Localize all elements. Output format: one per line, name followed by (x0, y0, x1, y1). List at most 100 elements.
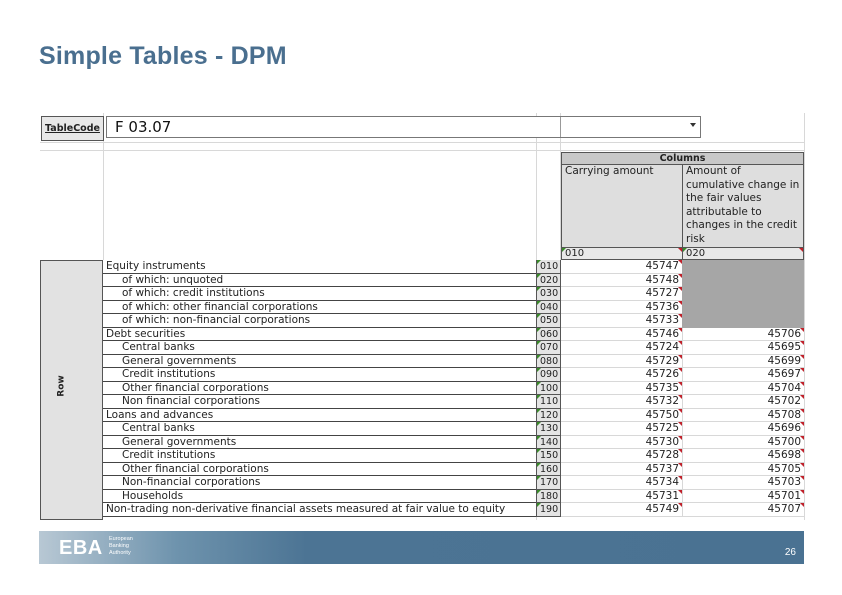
cell-cumulative-change[interactable]: 45705 (682, 462, 804, 476)
table-row: Central banks 070 45724 45695 (103, 341, 805, 355)
cell-cumulative-change[interactable]: 45700 (682, 435, 804, 449)
cell-not-applicable[interactable] (682, 300, 804, 314)
comment-marker-icon (678, 314, 682, 318)
row-label: of which: non-financial corporations (103, 314, 536, 328)
column-header-carrying-amount[interactable]: Carrying amount (561, 165, 683, 248)
spreadsheet-screenshot: TableCode F 03.07 Columns Carrying amoun… (40, 113, 805, 520)
footer-bar: EBA European Banking Authority 26 (39, 531, 804, 564)
cell-carrying-amount[interactable]: 45749 (561, 503, 683, 517)
row-code: 110 (536, 395, 561, 409)
cell-cumulative-change[interactable]: 45698 (682, 449, 804, 463)
comment-marker-icon (800, 395, 804, 399)
cell-carrying-amount[interactable]: 45748 (561, 273, 683, 287)
cell-carrying-amount[interactable]: 45747 (561, 260, 683, 274)
cell-carrying-amount[interactable]: 45730 (561, 435, 683, 449)
comment-marker-icon (678, 273, 682, 278)
comment-marker-icon (537, 435, 541, 440)
comment-marker-icon (800, 462, 804, 467)
row-label: Non-trading non-derivative financial ass… (103, 503, 536, 517)
row-code: 170 (536, 476, 561, 490)
row-label: Other financial corporations (103, 382, 536, 395)
cell-carrying-amount[interactable]: 45724 (561, 341, 683, 355)
cell-not-applicable[interactable] (682, 287, 804, 301)
row-label: Households (103, 490, 536, 503)
cell-cumulative-change[interactable]: 45704 (682, 381, 804, 395)
eba-logo: EBA (59, 537, 103, 559)
comment-marker-icon (678, 300, 682, 305)
comment-marker-icon (562, 248, 566, 252)
comment-marker-icon (678, 408, 682, 413)
gridline (40, 142, 805, 143)
table-code-label: TableCode (41, 116, 104, 141)
comment-marker-icon (537, 327, 541, 332)
row-code: 080 (536, 354, 561, 368)
cell-cumulative-change[interactable]: 45708 (682, 408, 804, 422)
cell-cumulative-change[interactable]: 45707 (682, 503, 804, 517)
cell-carrying-amount[interactable]: 45746 (561, 327, 683, 341)
cell-carrying-amount[interactable]: 45726 (561, 368, 683, 382)
row-code: 150 (536, 449, 561, 463)
column-code: 020 (682, 248, 804, 260)
table-row: Debt securities 060 45746 45706 (103, 327, 805, 341)
comment-marker-icon (537, 287, 541, 291)
cell-cumulative-change[interactable]: 45703 (682, 476, 804, 490)
comment-marker-icon (537, 341, 541, 345)
cell-cumulative-change[interactable]: 45695 (682, 341, 804, 355)
cell-carrying-amount[interactable]: 45735 (561, 381, 683, 395)
cell-carrying-amount[interactable]: 45725 (561, 422, 683, 436)
cell-cumulative-change[interactable]: 45699 (682, 354, 804, 368)
row-code: 030 (536, 287, 561, 301)
cell-carrying-amount[interactable]: 45731 (561, 489, 683, 503)
comment-marker-icon (678, 489, 682, 494)
table-row: of which: non-financial corporations 050 4… (103, 314, 805, 328)
table-row: Non-financial corporations 170 45734 45703 (103, 476, 805, 490)
comment-marker-icon (678, 449, 682, 453)
dropdown-arrow-icon[interactable] (690, 123, 696, 127)
cell-not-applicable[interactable] (682, 260, 804, 274)
comment-marker-icon (537, 381, 541, 386)
cell-carrying-amount[interactable]: 45732 (561, 395, 683, 409)
cell-cumulative-change[interactable]: 45706 (682, 327, 804, 341)
comment-marker-icon (537, 422, 541, 426)
table-row: General governments 140 45730 45700 (103, 435, 805, 449)
cell-carrying-amount[interactable]: 45737 (561, 462, 683, 476)
comment-marker-icon (537, 314, 541, 318)
comment-marker-icon (799, 248, 803, 252)
cell-cumulative-change[interactable]: 45696 (682, 422, 804, 436)
cell-carrying-amount[interactable]: 45728 (561, 449, 683, 463)
row-label: Non-financial corporations (103, 476, 536, 490)
cell-cumulative-change[interactable]: 45701 (682, 489, 804, 503)
row-label: Central banks (103, 422, 536, 436)
cell-carrying-amount[interactable]: 45736 (561, 300, 683, 314)
table-row: Equity instruments 010 45747 (103, 260, 805, 274)
row-label: Debt securities (103, 328, 536, 341)
cell-not-applicable[interactable] (682, 273, 804, 287)
comment-marker-icon (537, 395, 541, 399)
comment-marker-icon (537, 300, 541, 305)
cell-not-applicable[interactable] (682, 314, 804, 328)
cell-carrying-amount[interactable]: 45727 (561, 287, 683, 301)
cell-cumulative-change[interactable]: 45697 (682, 368, 804, 382)
cell-carrying-amount[interactable]: 45729 (561, 354, 683, 368)
comment-marker-icon (800, 327, 804, 332)
row-code: 020 (536, 273, 561, 287)
cell-carrying-amount[interactable]: 45733 (561, 314, 683, 328)
table-row: Other financial corporations 100 45735 4570… (103, 381, 805, 395)
eba-sub-line: European (109, 536, 133, 542)
column-header-cumulative-change[interactable]: Amount of cumulative change in the fair … (682, 165, 804, 248)
cell-cumulative-change[interactable]: 45702 (682, 395, 804, 409)
row-code: 140 (536, 435, 561, 449)
columns-header: Columns (561, 152, 804, 165)
table-row: Non-trading non-derivative financial ass… (103, 503, 805, 517)
table-code-select[interactable]: F 03.07 (106, 116, 701, 138)
row-code: 180 (536, 489, 561, 503)
row-label: Central banks (103, 341, 536, 355)
gridline (40, 150, 805, 151)
comment-marker-icon (537, 462, 541, 467)
table-row: Loans and advances 120 45750 45708 (103, 408, 805, 422)
row-code: 190 (536, 503, 561, 517)
comment-marker-icon (800, 422, 804, 426)
cell-carrying-amount[interactable]: 45734 (561, 476, 683, 490)
row-label: of which: other financial corporations (103, 301, 536, 314)
cell-carrying-amount[interactable]: 45750 (561, 408, 683, 422)
